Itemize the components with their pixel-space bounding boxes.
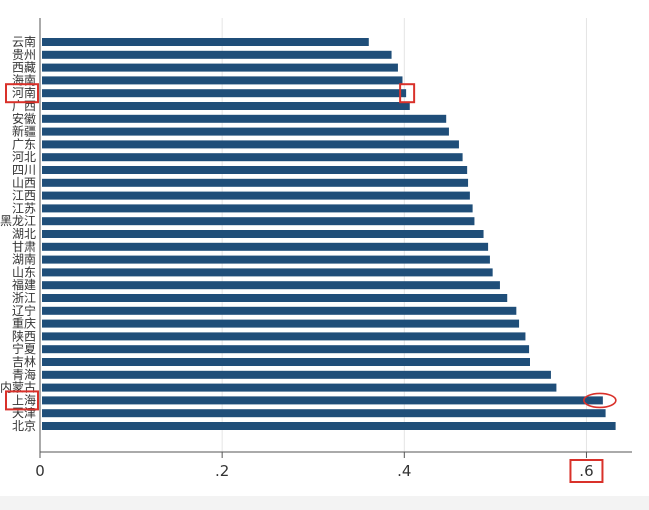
y-tick-label: 贵州 (12, 48, 36, 62)
y-tick-label: 上海 (12, 392, 36, 407)
x-tick-label: .2 (215, 462, 229, 480)
bar (42, 409, 606, 418)
y-tick-label: 辽宁 (12, 303, 36, 318)
bar (42, 114, 447, 123)
bar (42, 396, 603, 405)
y-tick-label: 福建 (12, 277, 36, 292)
bar (42, 127, 449, 136)
bar (42, 76, 403, 85)
bar (42, 89, 407, 98)
bar (42, 345, 530, 354)
y-tick-label: 新疆 (12, 124, 36, 139)
y-tick-label: 江西 (12, 189, 36, 203)
y-tick-label: 安徽 (12, 111, 36, 126)
bottom-strip (0, 496, 649, 510)
y-tick-label: 陕西 (12, 328, 36, 343)
bar (42, 230, 484, 238)
bar (42, 383, 557, 392)
bar (42, 281, 500, 290)
label-highlight-box (5, 83, 39, 104)
y-tick-label: 山西 (12, 176, 36, 190)
bar (42, 50, 392, 59)
bar (42, 255, 490, 264)
bar (42, 38, 369, 46)
bar-end-highlight-box (399, 83, 416, 104)
tick-label-highlight-box (569, 459, 604, 483)
bar (42, 191, 470, 200)
y-tick-label: 湖南 (12, 252, 36, 267)
bar (42, 242, 489, 251)
y-tick-label: 重庆 (12, 317, 36, 331)
y-tick-label: 河北 (12, 150, 36, 164)
x-tick-label: .4 (397, 462, 411, 480)
bar (42, 217, 475, 226)
bar (42, 294, 508, 302)
x-axis-ticks: 0 .2 .4 .6 (35, 452, 594, 480)
bar (42, 102, 410, 110)
y-tick-label: 江苏 (12, 201, 36, 215)
y-tick-label: 云南 (12, 34, 36, 49)
y-tick-label: 河南 (12, 85, 36, 100)
bar-end-highlight-ellipse (583, 392, 617, 409)
bar (42, 178, 469, 187)
bar (42, 204, 473, 213)
label-highlight-box (5, 390, 39, 411)
x-tick-label: .6 (579, 462, 593, 480)
bar (42, 358, 530, 366)
bar (42, 140, 459, 149)
y-tick-label: 山东 (12, 265, 36, 279)
y-tick-label: 西藏 (12, 61, 36, 75)
bar (42, 166, 468, 174)
y-tick-label: 黑龙江 (0, 214, 36, 228)
y-tick-label: 吉林 (12, 355, 36, 369)
bar (42, 422, 616, 430)
y-tick-label: 四川 (12, 163, 36, 177)
bar (42, 370, 551, 379)
y-tick-label: 湖北 (12, 226, 36, 241)
bars-group (42, 38, 616, 430)
y-tick-label: 广东 (12, 137, 36, 151)
bar (42, 268, 493, 277)
bar (42, 63, 398, 72)
y-tick-label: 浙江 (12, 291, 36, 305)
bar (42, 319, 520, 328)
bar (42, 153, 463, 162)
y-tick-label: 宁夏 (12, 341, 36, 356)
highlight-annotations (5, 83, 617, 483)
bar (42, 332, 526, 341)
bar (42, 306, 517, 315)
x-tick-label: 0 (35, 462, 45, 480)
y-tick-label: 北京 (12, 419, 36, 433)
y-tick-label: 甘肃 (12, 240, 36, 254)
y-tick-label: 青海 (12, 367, 36, 382)
